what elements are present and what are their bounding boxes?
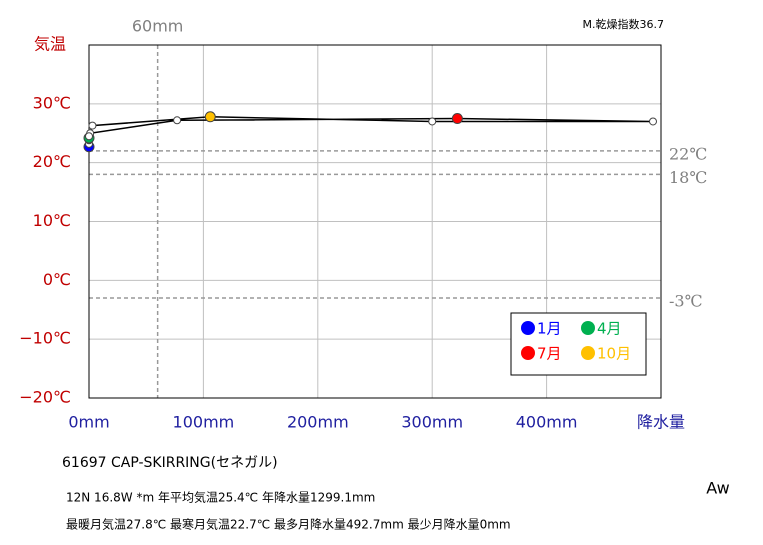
info-line: 最暖月気温27.8℃ 最寒月気温22.7℃ 最多月降水量492.7mm 最少月降… [66,517,511,532]
legend-marker [581,346,595,360]
month-point [428,117,437,126]
y-tick-label: 10℃ [33,211,71,230]
month-point [204,111,216,123]
y-tick-label: 20℃ [33,152,71,171]
climate-class: Aw [706,479,729,498]
legend-box [510,312,647,376]
info-line: 12N 16.8W *m 年平均気温25.4℃ 年降水量1299.1mm [66,490,375,505]
legend-label: 4月 [597,320,622,338]
x-tick-label: 200mm [287,413,349,432]
x-tick-label: 100mm [173,413,235,432]
legend-marker [581,321,595,335]
legend-label: 7月 [537,345,562,363]
reference-label: 18℃ [669,168,707,187]
reference-label: 22℃ [669,144,707,163]
x-tick-label: 0mm [68,413,109,432]
plot-frame [88,44,662,399]
x-tick-label: 300mm [401,413,463,432]
station-name: 61697 CAP-SKIRRING(セネガル) [62,455,278,471]
legend-label: 10月 [597,345,631,363]
reference-label: 60mm [132,17,184,36]
month-point [173,116,182,125]
annotation: M.乾燥指数36.7 [583,17,664,31]
y-tick-label: −10℃ [19,329,71,348]
x-tick-label: 400mm [516,413,578,432]
y-tick-label: 30℃ [33,93,71,112]
reference-label: -3℃ [669,291,702,310]
month-point [85,132,93,141]
month-point [88,121,97,130]
y-tick-label: 0℃ [43,270,71,289]
legend-marker [521,321,535,335]
y-tick-label: −20℃ [19,388,71,407]
y-axis-label: 気温 [34,35,66,54]
x-axis-label: 降水量 [637,413,685,432]
month-point [451,113,463,125]
legend-label: 1月 [537,320,562,338]
month-point [648,117,657,126]
legend-marker [521,346,535,360]
